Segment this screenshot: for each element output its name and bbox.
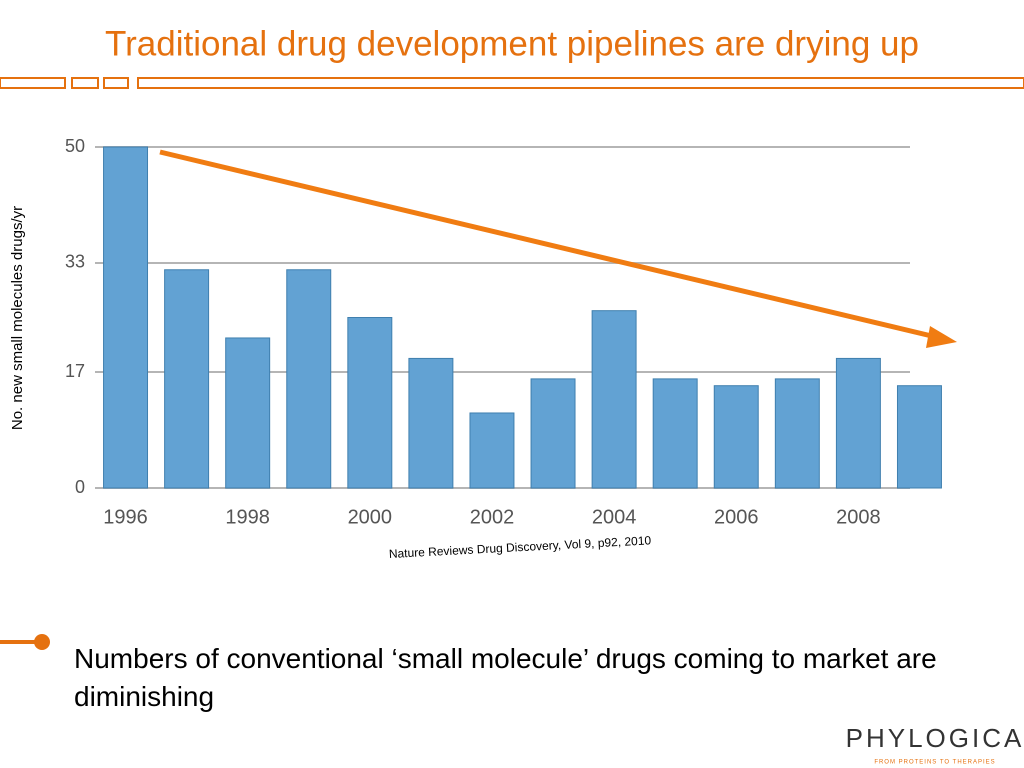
trend-arrow	[159, 149, 941, 341]
x-tick-label: 2000	[348, 506, 393, 528]
slide-title: Traditional drug development pipelines a…	[105, 24, 919, 63]
bar	[835, 357, 881, 489]
title-rule	[103, 77, 129, 89]
bar	[713, 385, 759, 489]
logo-tagline: FROM PROTEINS TO THERAPIES	[874, 760, 995, 766]
x-tick-label: 1998	[225, 506, 270, 528]
bar	[591, 310, 637, 489]
trend-arrowhead	[926, 326, 957, 348]
y-tick-label: 0	[75, 477, 85, 497]
x-tick-label: 2006	[714, 506, 759, 528]
source-note: Nature Reviews Drug Discovery, Vol 9, p9…	[388, 533, 651, 561]
bar	[652, 378, 698, 489]
y-tick-label: 50	[65, 136, 85, 156]
bar	[225, 337, 271, 489]
logo: PHYLOGICA	[846, 723, 1024, 753]
title-rule	[137, 77, 1024, 89]
bar	[530, 378, 576, 489]
y-axis-label: No. new small molecules drugs/yr	[9, 206, 26, 430]
bar	[896, 385, 942, 489]
title-rule	[0, 77, 66, 89]
x-tick-label: 2008	[836, 506, 881, 528]
bar	[347, 317, 393, 489]
bar	[164, 269, 210, 489]
x-tick-label: 2002	[470, 506, 515, 528]
bar	[408, 357, 454, 489]
bar	[286, 269, 332, 489]
bullet-dot	[34, 634, 50, 650]
title-rule	[71, 77, 99, 89]
x-tick-label: 1996	[103, 506, 148, 528]
bar	[469, 412, 515, 489]
bullet-text: Numbers of conventional ‘small molecule’…	[74, 643, 937, 712]
x-tick-label: 2004	[592, 506, 637, 528]
y-tick-label: 33	[65, 252, 85, 272]
bar	[103, 146, 149, 489]
bar	[774, 378, 820, 489]
y-tick-label: 17	[65, 361, 85, 381]
bullet-box: Numbers of conventional ‘small molecule’…	[74, 643, 937, 712]
